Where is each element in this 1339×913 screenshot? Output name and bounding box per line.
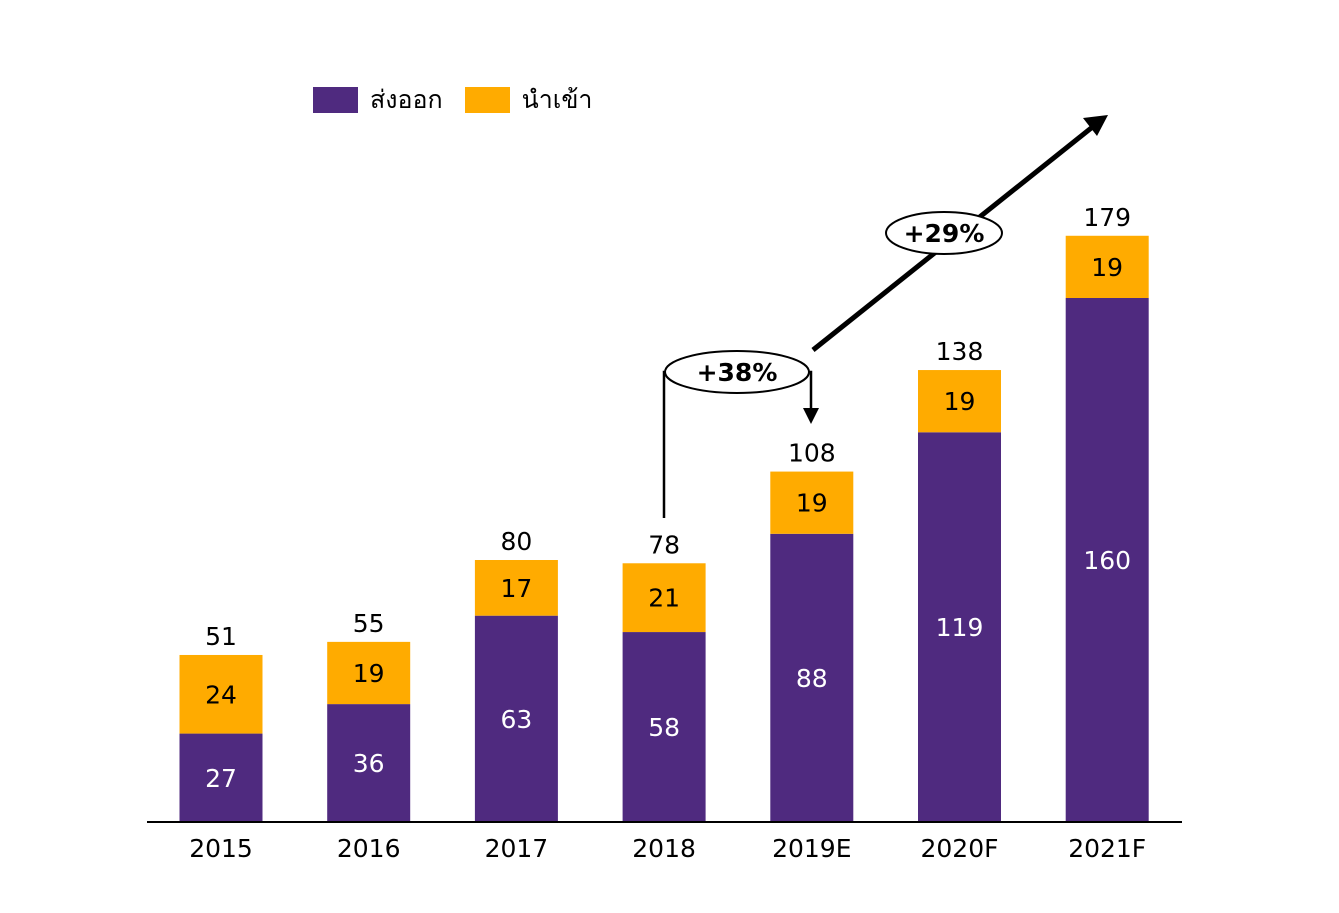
x-tick-label-2017: 2017 [485, 834, 549, 863]
total-label-2015: 51 [205, 622, 237, 651]
data-label-import-2017: 17 [500, 574, 532, 603]
bar-import-2019E [770, 471, 854, 534]
bar-import-2021F [1065, 235, 1149, 298]
bar-import-2018 [622, 563, 706, 633]
data-label-import-2020F: 19 [944, 387, 976, 416]
bar-export-2020F [918, 432, 1001, 822]
total-label-2020F: 138 [936, 337, 984, 366]
total-label-2017: 80 [500, 527, 532, 556]
bar-export-2017 [474, 615, 558, 822]
x-tick-label-2021F: 2021F [1068, 834, 1146, 863]
total-label-2018: 78 [648, 530, 680, 559]
x-tick-label-2016: 2016 [337, 834, 401, 863]
legend-item-import: นำเข้า [464, 80, 593, 120]
growth-label-38: +38% [697, 358, 778, 387]
growth-trend-arrowhead [1083, 115, 1108, 136]
data-label-export-2021F: 160 [1083, 546, 1131, 575]
bar-export-2016 [327, 704, 411, 822]
total-label-2021F: 179 [1083, 203, 1131, 232]
legend-swatch-import [464, 87, 510, 113]
data-label-import-2015: 24 [205, 680, 237, 709]
bar-import-2016 [327, 641, 411, 705]
data-label-export-2018: 58 [648, 713, 680, 742]
x-tick-label-2020F: 2020F [920, 834, 998, 863]
bars-group [179, 235, 1149, 822]
data-label-import-2018: 21 [648, 584, 680, 613]
growth-ellipse-29 [885, 211, 1003, 255]
bar-export-2019E [770, 533, 854, 822]
data-label-export-2017: 63 [500, 705, 532, 734]
growth-ellipse-38 [664, 350, 810, 394]
growth-label-29: +29% [904, 219, 985, 248]
data-label-export-2016: 36 [353, 749, 385, 778]
bar-export-2018 [622, 632, 706, 822]
legend: ส่งออก นำเข้า [313, 80, 614, 120]
data-label-import-2016: 19 [353, 659, 385, 688]
x-tick-label-2019E: 2019E [772, 834, 851, 863]
bar-export-2015 [179, 733, 263, 822]
data-label-export-2020F: 119 [936, 613, 984, 642]
data-label-export-2015: 27 [205, 764, 237, 793]
data-label-import-2021F: 19 [1091, 253, 1123, 282]
total-label-2019E: 108 [788, 439, 836, 468]
labels-group: 27 24 51 2015 36 19 55 2016 63 17 80 2017 58 21 78 2018… [189, 203, 1146, 863]
data-label-export-2019E: 88 [796, 664, 828, 693]
bar-import-2017 [474, 560, 558, 616]
x-tick-label-2015: 2015 [189, 834, 253, 863]
bar-import-2020F [918, 370, 1001, 433]
bar-import-2015 [179, 654, 263, 734]
legend-label-import: นำเข้า [521, 85, 593, 114]
legend-item-export: ส่งออก [313, 80, 443, 120]
data-label-import-2019E: 19 [796, 489, 828, 518]
total-label-2016: 55 [353, 609, 385, 638]
bar-export-2021F [1065, 298, 1149, 822]
x-tick-label-2018: 2018 [632, 834, 696, 863]
legend-swatch-export [313, 87, 358, 113]
growth-bracket-arrowhead [803, 408, 819, 424]
legend-label-export: ส่งออก [370, 85, 443, 114]
